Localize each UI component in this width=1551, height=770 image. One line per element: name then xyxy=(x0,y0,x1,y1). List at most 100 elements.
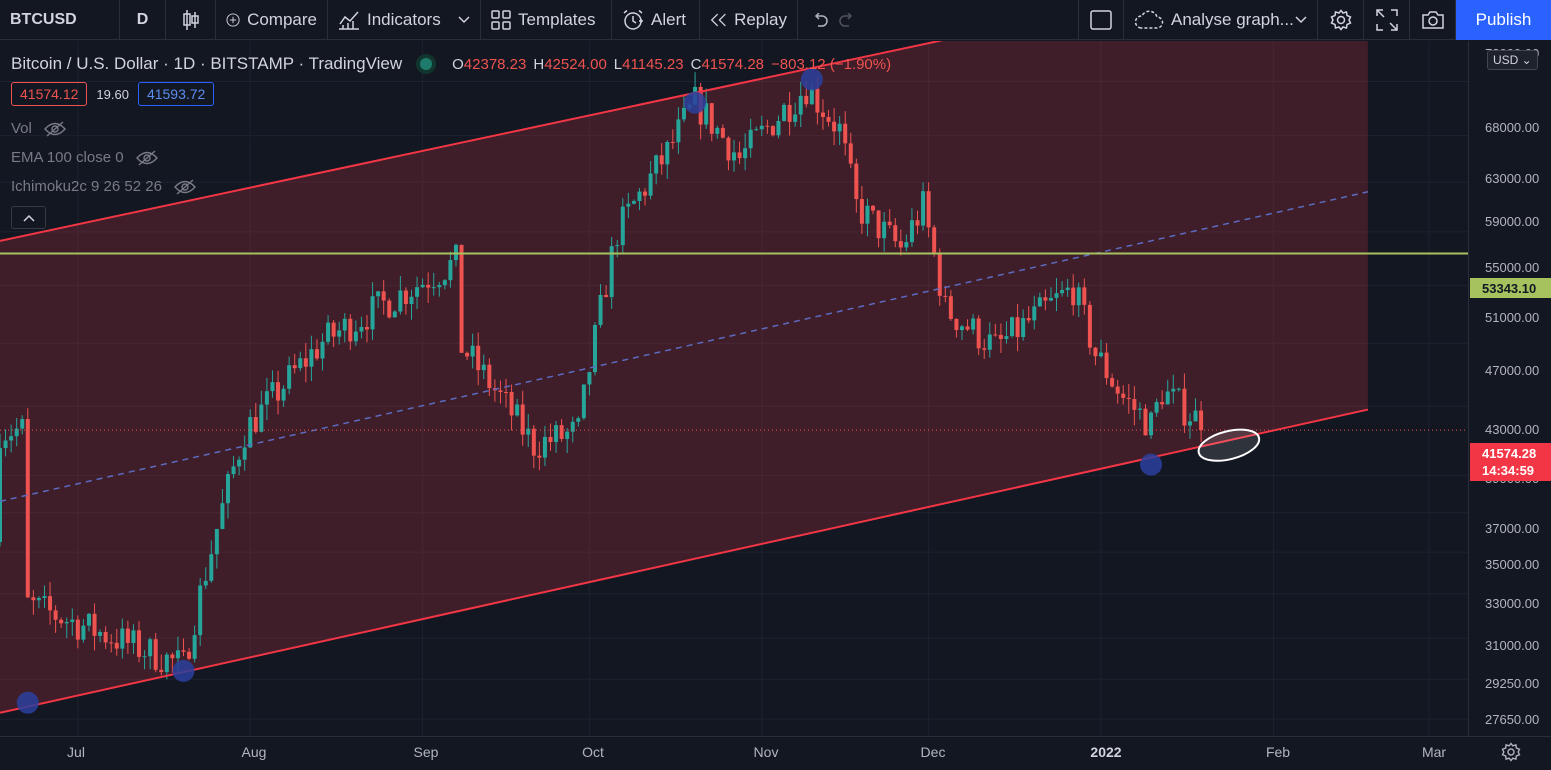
undo-icon[interactable] xyxy=(811,12,829,27)
candle-body xyxy=(904,242,909,248)
fullscreen-button[interactable] xyxy=(1364,0,1410,40)
snapshot-button[interactable] xyxy=(1410,0,1456,40)
pivot-marker[interactable] xyxy=(1140,453,1163,476)
candle-body xyxy=(743,148,748,159)
settings-button[interactable] xyxy=(1318,0,1364,40)
indicator-vol[interactable]: Vol xyxy=(11,114,891,143)
candle-body xyxy=(153,639,158,670)
last-price-value: 41574.28 xyxy=(1482,446,1537,461)
candle-body xyxy=(387,300,392,318)
interval-label: D xyxy=(136,10,149,28)
candle-body xyxy=(704,103,709,125)
candles-icon xyxy=(182,9,199,30)
candle-body xyxy=(170,654,175,659)
candle-body xyxy=(420,284,425,288)
candle-body xyxy=(576,418,581,422)
price-chart[interactable] xyxy=(0,41,1468,736)
candle-body xyxy=(1032,306,1037,321)
channel-lower-line[interactable] xyxy=(0,408,1369,714)
market-status-dot[interactable] xyxy=(420,58,433,70)
time-tick-year: 2022 xyxy=(1090,744,1122,760)
candle-body xyxy=(854,163,859,200)
indicators-button[interactable]: Indicators xyxy=(328,0,481,40)
interval-button[interactable]: D xyxy=(120,0,166,40)
redo-icon[interactable] xyxy=(838,12,856,27)
horizontal-line-price-label[interactable]: 53343.10 xyxy=(1470,278,1551,298)
price-axis[interactable]: 72000.00 USD ⌄ 68000.00 63000.00 59000.0… xyxy=(1468,41,1551,736)
candle-body xyxy=(331,322,336,337)
candle-body xyxy=(1054,293,1059,298)
candle-body xyxy=(64,622,69,624)
candle-body xyxy=(681,107,686,120)
candle-body xyxy=(120,628,125,649)
replay-button[interactable]: Replay xyxy=(700,0,798,40)
indicator-ichimoku[interactable]: Ichimoku2c 9 26 52 26 xyxy=(11,172,891,201)
fullscreen-icon xyxy=(1375,8,1398,31)
candle-body xyxy=(921,191,926,226)
candle-body xyxy=(415,287,420,297)
candle-body xyxy=(0,448,3,543)
pivot-marker[interactable] xyxy=(684,91,707,114)
candle-body xyxy=(570,421,575,432)
time-tick: Jul xyxy=(67,744,85,760)
candle-body xyxy=(581,384,586,419)
candle-body xyxy=(515,404,520,416)
candle-body xyxy=(1143,408,1148,436)
collapse-legend-button[interactable] xyxy=(11,206,46,229)
series-title[interactable]: Bitcoin / U.S. Dollar · 1D · BITSTAMP · … xyxy=(11,54,403,73)
compare-label: Compare xyxy=(247,9,317,29)
candle-body xyxy=(542,436,547,458)
eye-off-icon[interactable] xyxy=(173,178,196,195)
pivot-marker[interactable] xyxy=(16,691,39,714)
candle-body xyxy=(1076,287,1081,306)
time-axis[interactable]: Jul Aug Sep Oct Nov Dec 2022 Feb Mar xyxy=(0,736,1551,770)
candle-body xyxy=(1048,297,1053,301)
candle-body xyxy=(1021,318,1026,338)
candle-body xyxy=(298,358,303,369)
candle-body xyxy=(504,391,509,393)
chart-style-button[interactable] xyxy=(166,0,216,40)
alert-button[interactable]: Alert xyxy=(612,0,700,40)
publish-button[interactable]: Publish xyxy=(1456,0,1551,40)
pivot-marker[interactable] xyxy=(172,659,195,682)
price-tick: 68000.00 xyxy=(1485,120,1540,135)
candle-body xyxy=(203,580,208,586)
candle-body xyxy=(1098,352,1104,357)
candle-body xyxy=(865,205,870,224)
candle-body xyxy=(1199,410,1204,431)
last-price-label: 41574.28 14:34:59 xyxy=(1470,443,1551,481)
candle-body xyxy=(1149,412,1154,436)
pivot-marker[interactable] xyxy=(800,68,823,91)
high-value: 42524.00 xyxy=(544,55,607,73)
candle-body xyxy=(782,104,787,121)
analyse-graph-dropdown[interactable]: Analyse graph... xyxy=(1124,0,1318,40)
indicator-ema[interactable]: EMA 100 close 0 xyxy=(11,143,891,172)
channel-upper-line[interactable] xyxy=(0,41,1162,242)
symbol-search-button[interactable]: BTCUSD xyxy=(0,0,120,40)
candle-body xyxy=(909,220,914,243)
layout-button[interactable] xyxy=(1078,0,1124,40)
candle-body xyxy=(1093,347,1098,357)
templates-label: Templates xyxy=(518,9,596,29)
candle-body xyxy=(148,639,153,657)
sell-button[interactable]: 41574.12 xyxy=(11,82,88,106)
candle-body xyxy=(237,459,242,467)
currency-button[interactable]: USD ⌄ xyxy=(1487,50,1538,70)
candle-body xyxy=(670,141,675,143)
templates-button[interactable]: Templates xyxy=(481,0,612,40)
candle-body xyxy=(776,120,781,136)
compare-button[interactable]: Compare xyxy=(216,0,328,40)
indicator-label: Vol xyxy=(11,120,32,137)
price-tick: 51000.00 xyxy=(1485,310,1540,325)
eye-off-icon[interactable] xyxy=(43,120,66,137)
candle-body xyxy=(103,631,108,643)
candle-body xyxy=(726,137,731,161)
eye-off-icon[interactable] xyxy=(135,149,158,166)
axis-settings-icon[interactable] xyxy=(1501,742,1521,762)
candle-body xyxy=(98,631,103,636)
candle-body xyxy=(287,365,292,389)
highlight-ellipse[interactable] xyxy=(1195,424,1262,466)
candle-body xyxy=(720,127,725,138)
channel-mid-line[interactable] xyxy=(0,191,1369,503)
buy-button[interactable]: 41593.72 xyxy=(137,82,215,106)
